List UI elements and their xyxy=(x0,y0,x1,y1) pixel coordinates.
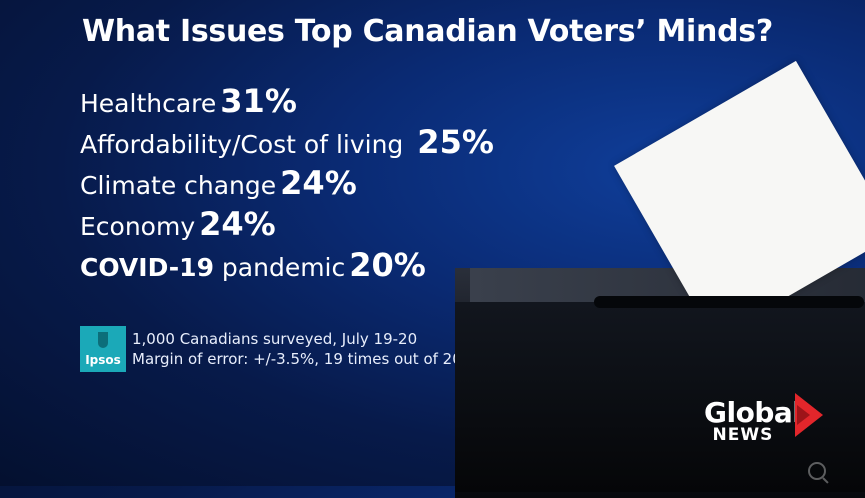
issue-percent: 31% xyxy=(220,82,297,120)
issue-percent: 25% xyxy=(417,123,494,161)
issue-name-rest: pandemic xyxy=(221,253,346,282)
issue-name: Affordability/Cost of living xyxy=(80,130,404,159)
headline: What Issues Top Canadian Voters’ Minds? xyxy=(82,14,773,49)
issue-percent: 24% xyxy=(280,164,357,202)
global-word: Global xyxy=(704,396,802,429)
issue-affordability: Affordability/Cost of living 25% xyxy=(80,123,494,164)
news-word: NEWS xyxy=(712,425,774,445)
source-line-1: 1,000 Canadians surveyed, July 19-20 xyxy=(132,330,418,348)
issue-name: Climate change xyxy=(80,171,277,200)
issue-name: Economy xyxy=(80,212,196,241)
issue-healthcare: Healthcare 31% xyxy=(80,82,494,123)
issue-covid: COVID-19 pandemic 20% xyxy=(80,246,494,287)
ballot-slot xyxy=(594,296,864,308)
issue-economy: Economy 24% xyxy=(80,205,494,246)
source-text: 1,000 Canadians surveyed, July 19-20 Mar… xyxy=(132,329,462,369)
source-line-2: Margin of error: +/-3.5%, 19 times out o… xyxy=(132,350,462,368)
issue-climate-change: Climate change 24% xyxy=(80,164,494,205)
ipsos-logo: Ipsos xyxy=(80,326,126,372)
issue-percent: 20% xyxy=(349,246,426,284)
survey-source: Ipsos 1,000 Canadians surveyed, July 19-… xyxy=(80,326,462,372)
ipsos-logo-text: Ipsos xyxy=(85,353,121,367)
global-news-arrow-inner-icon xyxy=(797,405,810,425)
issues-list: Healthcare 31% Affordability/Cost of livi… xyxy=(80,82,494,287)
issue-name: Healthcare xyxy=(80,89,217,118)
issue-name: COVID-19 xyxy=(80,253,214,282)
ipsos-mark-icon xyxy=(98,332,108,348)
issue-percent: 24% xyxy=(199,205,276,243)
search-icon[interactable] xyxy=(808,462,826,480)
global-news-logo: Global NEWS xyxy=(704,396,802,445)
